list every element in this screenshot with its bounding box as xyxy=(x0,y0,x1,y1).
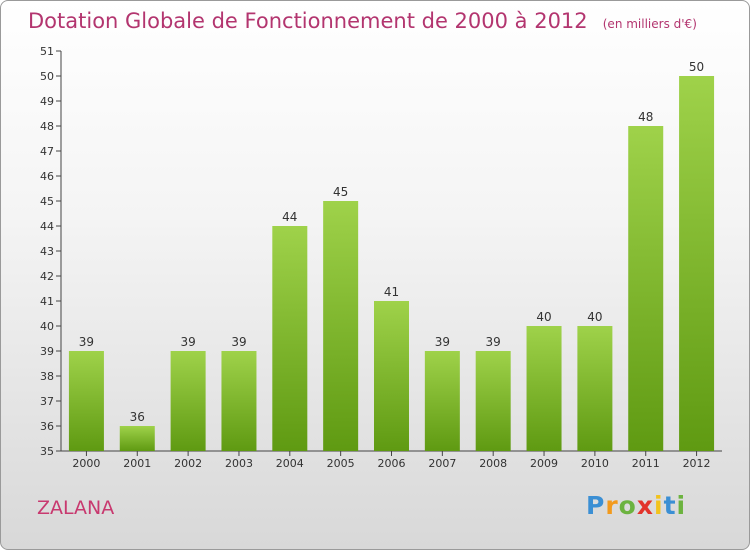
y-tick-label: 42 xyxy=(40,270,54,283)
x-tick-label: 2007 xyxy=(428,457,456,470)
y-tick-label: 39 xyxy=(40,345,54,358)
bar xyxy=(577,326,613,451)
x-tick-label: 2000 xyxy=(72,457,100,470)
data-label: 40 xyxy=(587,310,602,324)
data-label: 50 xyxy=(689,60,704,74)
data-label: 39 xyxy=(231,335,246,349)
logo-letter: t xyxy=(663,491,677,520)
y-tick-label: 46 xyxy=(40,170,54,183)
place-name: ZALANA xyxy=(37,497,115,519)
y-tick-label: 35 xyxy=(40,445,54,458)
bar xyxy=(526,326,562,451)
x-tick-label: 2012 xyxy=(683,457,711,470)
data-label: 36 xyxy=(130,410,145,424)
y-tick-label: 36 xyxy=(40,420,54,433)
y-tick-label: 40 xyxy=(40,320,54,333)
chart-title: Dotation Globale de Fonctionnement de 20… xyxy=(28,9,588,33)
x-tick-label: 2011 xyxy=(632,457,660,470)
x-tick-label: 2004 xyxy=(276,457,304,470)
y-tick-label: 41 xyxy=(40,295,54,308)
data-label: 39 xyxy=(79,335,94,349)
y-tick-label: 49 xyxy=(40,95,54,108)
x-tick-label: 2008 xyxy=(479,457,507,470)
data-label: 40 xyxy=(536,310,551,324)
y-tick-label: 50 xyxy=(40,70,54,83)
y-tick-label: 44 xyxy=(40,220,54,233)
title-line: Dotation Globale de Fonctionnement de 20… xyxy=(28,9,697,33)
bar xyxy=(170,351,206,451)
x-tick-label: 2003 xyxy=(225,457,253,470)
x-tick-label: 2009 xyxy=(530,457,558,470)
data-label: 39 xyxy=(180,335,195,349)
bar xyxy=(68,351,104,451)
bar xyxy=(119,426,155,451)
logo-letter: r xyxy=(605,491,619,520)
data-label: 39 xyxy=(435,335,450,349)
bar xyxy=(221,351,257,451)
x-tick-label: 2002 xyxy=(174,457,202,470)
data-label: 39 xyxy=(486,335,501,349)
logo-letter: i xyxy=(654,491,664,520)
y-tick-label: 37 xyxy=(40,395,54,408)
y-tick-label: 47 xyxy=(40,145,54,158)
logo-letter: i xyxy=(676,491,687,520)
bar xyxy=(628,126,664,451)
bar xyxy=(679,76,715,451)
y-tick-label: 48 xyxy=(40,120,54,133)
y-tick-label: 45 xyxy=(40,195,54,208)
data-label: 41 xyxy=(384,285,399,299)
y-tick-label: 38 xyxy=(40,370,54,383)
x-tick-label: 2001 xyxy=(123,457,151,470)
x-tick-label: 2006 xyxy=(378,457,406,470)
bar xyxy=(323,201,359,451)
logo-letter: P xyxy=(586,491,606,520)
x-tick-label: 2005 xyxy=(327,457,355,470)
bar xyxy=(424,351,460,451)
proxiti-logo: Proxiti xyxy=(586,491,686,520)
data-label: 48 xyxy=(638,110,653,124)
data-label: 45 xyxy=(333,185,348,199)
y-tick-label: 43 xyxy=(40,245,54,258)
data-label: 44 xyxy=(282,210,297,224)
logo-letter: x xyxy=(636,491,654,520)
y-tick-label: 51 xyxy=(40,45,54,58)
chart-unit: (en milliers d'€) xyxy=(602,17,697,31)
logo-letter: o xyxy=(618,491,637,520)
bar xyxy=(272,226,308,451)
x-tick-label: 2010 xyxy=(581,457,609,470)
bar xyxy=(475,351,511,451)
bar xyxy=(374,301,409,451)
